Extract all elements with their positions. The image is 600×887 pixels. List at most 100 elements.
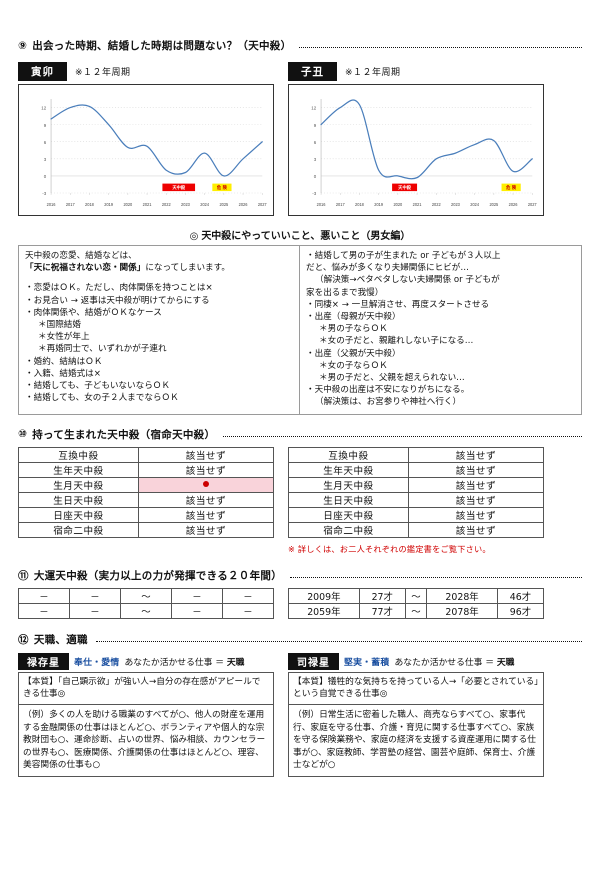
shukumei-row-label: 生年天中殺 <box>18 461 139 478</box>
shukumei-row-value <box>137 476 275 493</box>
section-9-title: 出会った時期、結婚した時期は問題ない？（天中殺） <box>32 40 292 52</box>
svg-text:2016: 2016 <box>47 202 57 207</box>
daiun-cell: 96才 <box>496 602 545 619</box>
shukumei-row-value: 該当せず <box>407 521 545 538</box>
section-9: ⑨ 出会った時期、結婚した時期は問題ない？（天中殺） <box>0 38 600 53</box>
daiun-table-right: 2009年 27才〜 2028年 46才 2059年 77才〜 2078年 96才 <box>288 587 545 619</box>
section-10-number: ⑩ <box>18 428 28 441</box>
dot-leader <box>223 435 582 437</box>
tenchusatsu-line: ・婚約、結納はＯＫ <box>25 356 103 367</box>
section-9-heading: ⑨ 出会った時期、結婚した時期は問題ない？（天中殺） <box>18 38 582 53</box>
svg-text:2020: 2020 <box>393 202 403 207</box>
tenchusatsu-line: ＊女性が年上 <box>38 332 90 343</box>
table-row: 生年天中殺 該当せず <box>18 461 275 478</box>
svg-text:2025: 2025 <box>219 202 229 207</box>
svg-text:天中殺: 天中殺 <box>398 184 411 191</box>
table-row: 互換中殺 該当せず <box>18 446 275 463</box>
tenshoku-0-star: 禄存星 <box>18 652 69 670</box>
tenchusatsu-heading-text: 天中殺にやっていいこと、悪いこと（男女編） <box>201 231 411 242</box>
chart-0-plot: -3 0 3 6 9 12 2016 2017 2018 2019 2020 2021 2022 2023… <box>41 99 268 207</box>
shukumei-row-label: 生年天中殺 <box>288 461 409 478</box>
chart-0-tag: 寅卯 <box>18 62 67 81</box>
tenshoku-0-subtitle-prefix: あなたか活かせる仕事 ＝ <box>124 657 227 668</box>
daiun-cell: 2009年 <box>288 587 360 604</box>
chart-1-note: ※１２年周期 <box>345 68 401 78</box>
svg-text:12: 12 <box>41 106 46 111</box>
section-12-heading: ⑫ 天職、適職 <box>18 632 582 647</box>
red-dot-icon <box>202 481 209 488</box>
chart-card-0: 寅卯 ※１２年周期 -3 0 3 6 9 12 2016 2017 2018 2019 2020 20… <box>18 62 274 216</box>
shukumei-row-label: 生月天中殺 <box>288 476 409 493</box>
table-row: 宿命二中殺 該当せず <box>288 521 545 538</box>
tenchusatsu-line: ＊女の子ならＯＫ <box>319 360 388 371</box>
tenshoku-cards: 禄存星 奉仕・愛情 あなたか活かせる仕事 ＝ 天職 【本質】「自己顕示欲」が強い… <box>18 652 582 778</box>
tenchusatsu-line: ・恋愛はＯＫ。ただし、肉体関係を持つことは× <box>25 283 213 294</box>
daiun-cell: 46才 <box>496 587 545 604</box>
table-row: 2059年 77才〜 2078年 96才 <box>288 602 545 619</box>
shukumei-row-label: 日座天中殺 <box>18 506 139 523</box>
charts-row: 寅卯 ※１２年周期 -3 0 3 6 9 12 2016 2017 2018 2019 2020 20… <box>0 62 600 216</box>
tenshoku-1-keyword: 堅実・蓄積 <box>344 657 390 668</box>
chart-1-tag: 子丑 <box>288 62 337 81</box>
tenshoku-1-subtitle-bold: 天職 <box>496 657 515 668</box>
tenshoku-1-star: 司禄星 <box>288 652 339 670</box>
daiun-table-left: －－〜－－－－〜－－ <box>18 587 274 619</box>
svg-text:9: 9 <box>314 123 317 128</box>
shukumei-row-value: 該当せず <box>137 491 275 508</box>
chart-0-header: 寅卯 ※１２年周期 <box>18 62 274 81</box>
svg-text:12: 12 <box>311 106 316 111</box>
daiun-cell: 2078年 <box>426 602 498 619</box>
svg-text:2023: 2023 <box>181 202 191 207</box>
shukumei-row-value: 該当せず <box>407 461 545 478</box>
shukumei-row-value: 該当せず <box>137 446 275 463</box>
table-row: 生年天中殺 該当せず <box>288 461 545 478</box>
tenchusatsu-line: ・同棲× → 一旦解消させ、再度スタートさせる <box>306 299 490 310</box>
tenchusatsu-line: 天中殺の恋愛、結婚などは、 <box>25 251 137 261</box>
shukumei-row-label: 生月天中殺 <box>18 476 139 493</box>
svg-text:2022: 2022 <box>432 202 442 207</box>
table-row: 生月天中殺 <box>18 476 275 493</box>
tenshoku-1-subtitle: あなたか活かせる仕事 ＝ 天職 <box>395 655 515 668</box>
svg-text:-3: -3 <box>42 191 46 196</box>
svg-text:0: 0 <box>314 174 317 179</box>
chart-1-plot: -3 0 3 6 9 12 2016 2017 2018 2019 2020 2021 2022 2023… <box>311 99 537 207</box>
tenchusatsu-columns: 天中殺の恋愛、結婚などは、「天に祝福されない恋・関係」になってしまいます。 ・恋愛… <box>18 245 582 415</box>
table-row: 互換中殺 該当せず <box>288 446 545 463</box>
svg-text:2025: 2025 <box>489 202 499 207</box>
svg-text:-3: -3 <box>312 191 316 196</box>
table-row: －－〜－－ <box>18 587 274 604</box>
tenchusatsu-line: 家を出るまで我慢） <box>306 287 384 298</box>
shukumei-row-value: 該当せず <box>407 476 545 493</box>
section-10-title: 持って生まれた天中殺（宿命天中殺） <box>32 428 216 441</box>
daiun-cell: － <box>222 602 274 619</box>
daiun-cell: 2059年 <box>288 602 360 619</box>
shukumei-row-label: 日座天中殺 <box>288 506 409 523</box>
daiun-cell: － <box>69 602 121 619</box>
svg-text:2016: 2016 <box>317 202 327 207</box>
tenchusatsu-line: ＊国際結婚 <box>38 320 81 331</box>
table-row: 宿命二中殺 該当せず <box>18 521 275 538</box>
daiun-cell: － <box>18 587 70 604</box>
daiun-cell: － <box>18 602 70 619</box>
svg-text:2027: 2027 <box>258 202 268 207</box>
tenchusatsu-line: ・入籍、結婚式は× <box>25 368 101 379</box>
tenshoku-0-box: 【本質】「自己顕示欲」が強い人→自分の存在感がアピールできる仕事◎ （例）多くの… <box>18 671 274 778</box>
shukumei-row-value: 該当せず <box>407 506 545 523</box>
chart-0-note: ※１２年周期 <box>75 68 131 78</box>
tenchusatsu-heading: ◎ 天中殺にやっていいこと、悪いこと（男女編） <box>18 227 582 242</box>
svg-text:2019: 2019 <box>104 202 114 207</box>
svg-text:危 険: 危 険 <box>505 184 517 191</box>
svg-text:2017: 2017 <box>66 202 76 207</box>
dot-leader <box>299 47 582 48</box>
svg-text:2021: 2021 <box>143 202 153 207</box>
shukumei-row-label: 生日天中殺 <box>288 491 409 508</box>
shukumei-right-wrap: 互換中殺 該当せず 生年天中殺 該当せず 生月天中殺 該当せず 生日天中殺 該当せず 日座天中殺… <box>288 446 545 555</box>
tenchusatsu-line: ＊再婚同士で、いずれかが子連れ <box>38 344 167 355</box>
tenchusatsu-line: 「天に祝福されない恋・関係」になってしまいます。 <box>25 263 230 274</box>
svg-text:2023: 2023 <box>451 202 461 207</box>
shukumei-row-label: 生日天中殺 <box>18 491 139 508</box>
svg-text:0: 0 <box>44 174 47 179</box>
svg-text:2024: 2024 <box>200 202 210 207</box>
svg-text:3: 3 <box>314 157 317 162</box>
table-row: －－〜－－ <box>18 602 274 619</box>
